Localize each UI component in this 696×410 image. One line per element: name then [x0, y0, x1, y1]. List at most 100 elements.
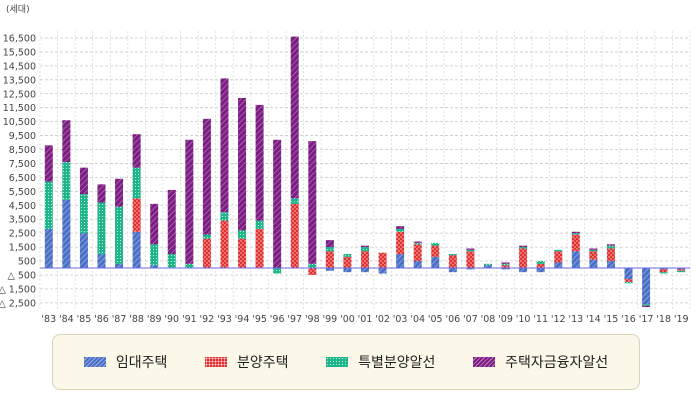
bar-finance-9	[202, 118, 211, 235]
y-tick-label: 13,500	[3, 75, 36, 86]
y-tick-label: △ 2,500	[0, 298, 36, 309]
bar-sale-15	[308, 268, 317, 275]
bar-special-22	[431, 242, 440, 246]
bar-rental-6	[150, 265, 159, 268]
bar-sale-17	[343, 256, 352, 268]
bar-special-23	[448, 254, 457, 256]
legend: 임대주택 분양주택 특별분양알선 주택자금융자알선	[52, 334, 640, 390]
x-tick-label: '08	[481, 314, 496, 325]
legend-label-sale: 분양주택	[236, 355, 289, 371]
bar-finance-34	[642, 305, 651, 308]
bar-finance-7	[167, 189, 176, 255]
bar-finance-1	[62, 120, 71, 163]
x-tick-label: '90	[164, 314, 179, 325]
y-tick-label: 12,500	[3, 89, 36, 100]
bar-sale-24	[466, 251, 475, 268]
y-tick-label: 9,500	[9, 131, 36, 142]
legend-label-finance: 주택자금융자알선	[505, 355, 609, 371]
bar-finance-13	[273, 139, 282, 268]
bar-finance-12	[255, 104, 264, 221]
bar-sale-12	[255, 228, 264, 268]
bar-special-30	[571, 233, 580, 235]
x-tick-label: '19	[674, 314, 689, 325]
bar-rental-27	[519, 268, 528, 273]
bar-finance-14	[290, 36, 299, 199]
bar-special-31	[589, 249, 598, 252]
x-tick-label: '00	[340, 314, 355, 325]
y-tick-label: 6,500	[9, 173, 36, 184]
bar-special-20	[396, 228, 405, 232]
bar-sale-35	[659, 269, 668, 273]
bar-finance-26	[501, 262, 510, 264]
legend-swatch-rental	[83, 357, 106, 367]
x-tick-label: '02	[375, 314, 390, 325]
bar-rental-22	[431, 256, 440, 268]
y-tick-label: 3,500	[9, 215, 36, 226]
x-tick-label: '94	[235, 314, 250, 325]
stacked-bar-chart: 16,500 15,500 14,500 13,500 12,500 11,500 10,5…	[0, 4, 691, 325]
bar-finance-30	[571, 231, 580, 234]
bar-sale-29	[554, 251, 563, 263]
bar-special-16	[325, 247, 334, 252]
legend-item-special: 특별분양알선	[326, 352, 435, 372]
bar-finance-24	[466, 248, 475, 250]
bar-finance-16	[325, 240, 334, 248]
bar-rental-25	[483, 265, 492, 268]
bar-rental-23	[448, 268, 457, 273]
bar-finance-32	[606, 244, 615, 246]
bar-finance-6	[150, 203, 159, 245]
bar-rental-17	[343, 268, 352, 273]
bar-special-32	[606, 245, 615, 249]
bar-rental-21	[413, 261, 422, 268]
bar-special-18	[361, 247, 369, 252]
bar-finance-15	[308, 141, 317, 264]
x-tick-label: '98	[305, 314, 320, 325]
bar-rental-33	[624, 268, 633, 280]
x-tick-label: '14	[586, 314, 601, 325]
y-tick-label: 5,500	[9, 187, 36, 198]
bar-sale-9	[202, 238, 211, 268]
x-tick-label: '13	[568, 314, 583, 325]
bar-rental-18	[361, 268, 369, 273]
x-tick-label: '86	[94, 314, 109, 325]
bar-sale-31	[589, 251, 598, 260]
bar-sale-36	[677, 269, 686, 271]
x-tick-label: '87	[112, 314, 127, 325]
bar-special-28	[536, 261, 545, 264]
y-tick-label: 2,500	[9, 229, 36, 240]
y-tick-label: 1,500	[9, 243, 36, 254]
x-tick-label: '12	[551, 314, 566, 325]
bar-finance-5	[132, 134, 141, 168]
y-tick-label: 16,500	[3, 34, 36, 45]
legend-label-rental: 임대주택	[115, 355, 168, 371]
y-tick-label: 11,500	[3, 103, 36, 114]
bar-special-24	[466, 249, 475, 252]
y-tick-label: 500	[18, 257, 36, 268]
bar-rental-32	[606, 261, 615, 268]
x-tick-label: '96	[270, 314, 285, 325]
bar-rental-29	[554, 262, 563, 268]
bar-special-35	[659, 272, 668, 274]
bar-special-0	[44, 181, 53, 229]
bar-sale-23	[448, 255, 457, 268]
x-tick-label: '03	[393, 314, 408, 325]
bar-finance-20	[396, 226, 405, 229]
y-tick-label: △ 1,500	[0, 284, 36, 295]
bar-finance-3	[97, 184, 106, 203]
bar-rental-35	[659, 268, 668, 270]
y-tick-label: 10,500	[3, 117, 36, 128]
legend-swatch-finance	[473, 357, 496, 367]
bars	[44, 36, 686, 308]
bar-finance-18	[361, 245, 369, 248]
bar-special-4	[115, 206, 124, 264]
bar-sale-19	[378, 252, 387, 268]
bar-special-12	[255, 220, 264, 229]
legend-item-sale: 분양주택	[204, 352, 289, 372]
bar-special-2	[79, 194, 88, 234]
y-tick-label: 14,500	[3, 61, 36, 72]
bar-special-13	[273, 268, 282, 274]
y-tick-label: 8,500	[9, 145, 36, 156]
bar-special-17	[343, 254, 352, 257]
legend-item-rental: 임대주택	[83, 352, 168, 372]
